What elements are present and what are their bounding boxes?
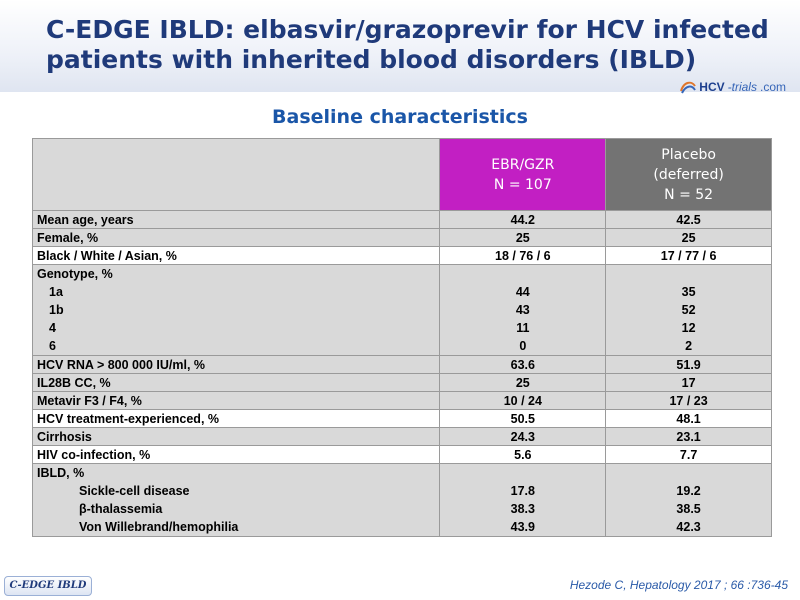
genotype-label-cell: Genotype, % 1a 1b 4 6 (31, 264, 441, 356)
table-row: HCV RNA > 800 000 IU/ml, % 63.6 51.9 (31, 355, 772, 374)
cell-ebr-female: 25 (439, 228, 607, 247)
cell-placebo-hcv-rna: 51.9 (605, 355, 772, 374)
ibld-label-cell: IBLD, % Sickle-cell disease β-thalassemi… (31, 463, 441, 537)
row-label-ibld: IBLD, % (37, 466, 85, 480)
cell-ebr-metavir: 10 / 24 (439, 391, 607, 410)
header-ebr-n: N = 107 (493, 176, 552, 193)
cell-ebr-hcv-rna: 63.6 (439, 355, 607, 374)
table-row: Female, % 25 25 (31, 228, 772, 247)
row-label-metavir: Metavir F3 / F4, % (31, 391, 441, 410)
genotype-4-label: 4 (49, 321, 56, 335)
table-row: Mean age, years 44.2 42.5 (31, 210, 772, 229)
cell-ebr-il28b: 25 (439, 373, 607, 392)
study-badge: C-EDGE IBLD (4, 576, 92, 596)
genotype-placebo-cell: 35 52 12 2 (605, 264, 772, 356)
cell-placebo-cirrhosis: 23.1 (605, 427, 772, 446)
cell-placebo-treatment-exp: 48.1 (605, 409, 772, 428)
cell-ebr-genotype-1b: 43 (515, 303, 530, 317)
header-band (0, 0, 800, 92)
header-ebr-gzr: EBR/GZR N = 107 (439, 138, 607, 211)
header-placebo-name: Placebo (661, 146, 716, 163)
row-label-genotype: Genotype, % (37, 267, 113, 281)
table-row-ibld: IBLD, % Sickle-cell disease β-thalassemi… (31, 463, 772, 537)
table-row: HCV treatment-experienced, % 50.5 48.1 (31, 409, 772, 428)
table-row: HIV co-infection, % 5.6 7.7 (31, 445, 772, 464)
cell-placebo-ibld-sickle: 19.2 (676, 484, 701, 498)
cell-placebo-female: 25 (605, 228, 772, 247)
cell-ebr-genotype-6: 0 (519, 339, 527, 353)
cell-placebo-ibld-thal: 38.5 (676, 502, 701, 516)
logo-arc-icon (680, 81, 697, 94)
title-line-1: C-EDGE IBLD: elbasvir/grazoprevir for HC… (46, 15, 769, 44)
cell-ebr-treatment-exp: 50.5 (439, 409, 607, 428)
row-label-female: Female, % (31, 228, 441, 247)
genotype-1b-label: 1b (49, 303, 64, 317)
cell-placebo-hiv: 7.7 (605, 445, 772, 464)
genotype-1a-label: 1a (49, 285, 63, 299)
table-row: Black / White / Asian, % 18 / 76 / 6 17 … (31, 246, 772, 265)
cell-placebo-il28b: 17 (605, 373, 772, 392)
cell-ebr-cirrhosis: 24.3 (439, 427, 607, 446)
ibld-vwd-label: Von Willebrand/hemophilia (79, 520, 239, 534)
header-placebo-deferred: (deferred) (653, 166, 724, 183)
table-row-genotype: Genotype, % 1a 1b 4 6 44 43 11 0 35 52 1… (31, 264, 772, 356)
cell-placebo-ibld-vwd: 42.3 (676, 520, 701, 534)
row-label-il28b: IL28B CC, % (31, 373, 441, 392)
logo-dotcom: .com (759, 80, 786, 94)
section-subtitle: Baseline characteristics (272, 106, 528, 128)
citation: Hezode C, Hepatology 2017 ; 66 :736-45 (569, 578, 788, 592)
cell-placebo-genotype-4: 12 (681, 321, 696, 335)
cell-ebr-ibld-thal: 38.3 (510, 502, 535, 516)
cell-placebo-genotype-1b: 52 (681, 303, 696, 317)
logo-trials: -trials (727, 80, 757, 94)
cell-ebr-ibld-sickle: 17.8 (510, 484, 535, 498)
row-label-race: Black / White / Asian, % (31, 246, 441, 265)
table-row: Metavir F3 / F4, % 10 / 24 17 / 23 (31, 391, 772, 410)
cell-placebo-metavir: 17 / 23 (605, 391, 772, 410)
table-row: Cirrhosis 24.3 23.1 (31, 427, 772, 446)
table-header-row: EBR/GZR N = 107 Placebo (deferred) N = 5… (31, 138, 772, 211)
header-placebo-n: N = 52 (664, 186, 714, 203)
title-line-2: patients with inherited blood disorders … (46, 45, 697, 74)
genotype-6-label: 6 (49, 339, 56, 353)
header-ebr-name: EBR/GZR (491, 156, 555, 173)
cell-ebr-genotype-1a: 44 (515, 285, 530, 299)
row-label-hcv-rna: HCV RNA > 800 000 IU/ml, % (31, 355, 441, 374)
cell-ebr-hiv: 5.6 (439, 445, 607, 464)
row-label-cirrhosis: Cirrhosis (31, 427, 441, 446)
ibld-ebr-cell: 17.8 38.3 43.9 (439, 463, 607, 537)
hcv-trials-logo: HCV -trials .com (680, 78, 786, 96)
slide-title: C-EDGE IBLD: elbasvir/grazoprevir for HC… (46, 15, 769, 75)
cell-placebo-mean-age: 42.5 (605, 210, 772, 229)
cell-ebr-mean-age: 44.2 (439, 210, 607, 229)
cell-ebr-race: 18 / 76 / 6 (439, 246, 607, 265)
cell-placebo-genotype-1a: 35 (681, 285, 696, 299)
ibld-placebo-cell: 19.2 38.5 42.3 (605, 463, 772, 537)
row-label-treatment-exp: HCV treatment-experienced, % (31, 409, 441, 428)
logo-hcv: HCV (699, 80, 725, 94)
cell-placebo-race: 17 / 77 / 6 (605, 246, 772, 265)
row-label-mean-age: Mean age, years (31, 210, 441, 229)
cell-ebr-ibld-vwd: 43.9 (510, 520, 535, 534)
header-placebo: Placebo (deferred) N = 52 (605, 138, 772, 211)
ibld-thal-label: β-thalassemia (79, 502, 163, 516)
table-row: IL28B CC, % 25 17 (31, 373, 772, 392)
header-empty-cell (31, 138, 441, 211)
cell-ebr-genotype-4: 11 (516, 321, 530, 335)
cell-placebo-genotype-6: 2 (685, 339, 693, 353)
ibld-sickle-label: Sickle-cell disease (79, 484, 190, 498)
genotype-ebr-cell: 44 43 11 0 (439, 264, 607, 356)
row-label-hiv: HIV co-infection, % (31, 445, 441, 464)
baseline-table: EBR/GZR N = 107 Placebo (deferred) N = 5… (31, 138, 772, 537)
